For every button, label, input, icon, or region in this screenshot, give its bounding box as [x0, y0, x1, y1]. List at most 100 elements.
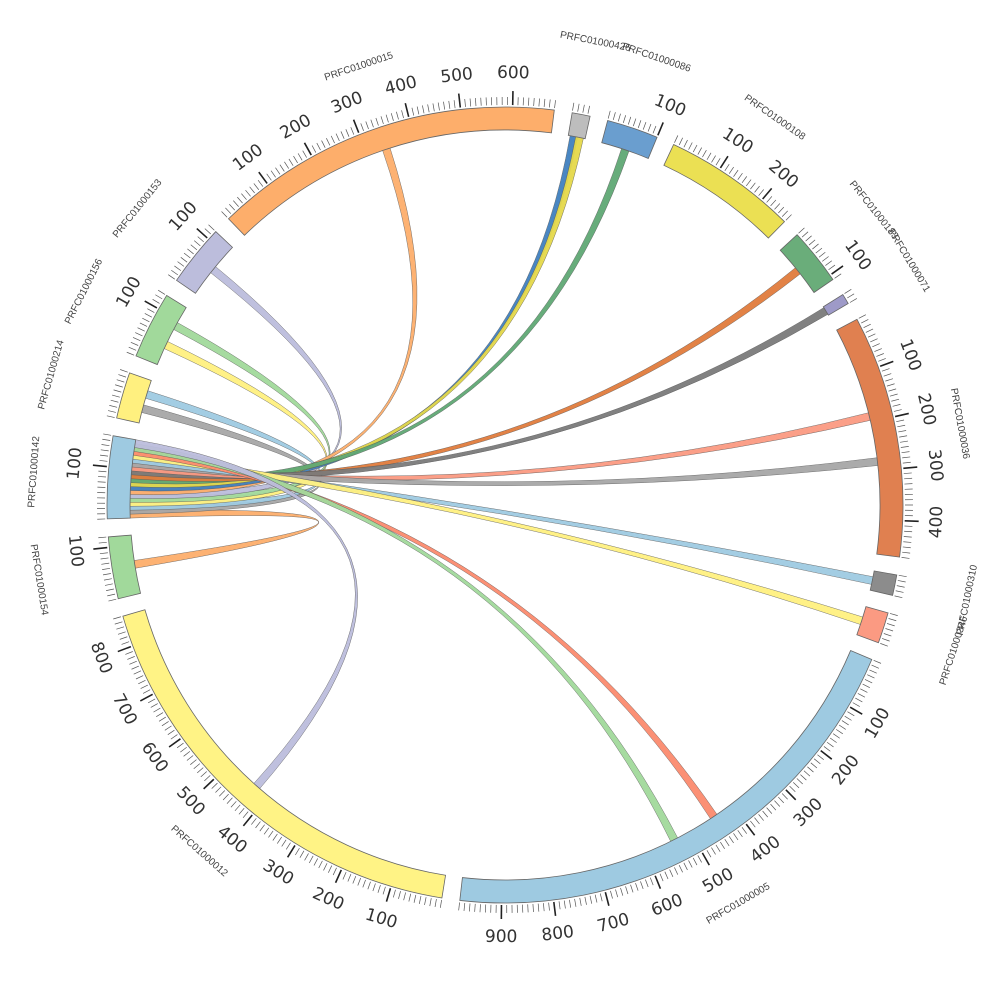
minor-tick [257, 179, 264, 187]
minor-tick [318, 860, 323, 869]
minor-tick [321, 140, 326, 148]
minor-tick [332, 867, 337, 876]
minor-tick [852, 702, 860, 707]
minor-tick [152, 299, 160, 304]
minor-tick [120, 369, 128, 373]
minor-tick [281, 839, 287, 847]
minor-tick [870, 338, 878, 343]
minor-tick [901, 557, 910, 559]
minor-tick [803, 770, 811, 777]
minor-tick [266, 173, 272, 181]
major-tick [334, 869, 343, 884]
link-ribbon [129, 509, 319, 569]
segment-arc-prfc01000015 [227, 106, 555, 236]
minor-tick [98, 541, 107, 544]
minor-tick [855, 697, 863, 703]
minor-tick [140, 684, 148, 689]
segment-arc-prfc01000310 [869, 570, 898, 596]
minor-tick [883, 633, 892, 637]
minor-tick [818, 251, 826, 258]
minor-tick [137, 327, 145, 332]
minor-tick [889, 393, 898, 397]
minor-tick [902, 551, 911, 554]
minor-tick [754, 817, 760, 825]
minor-tick [100, 557, 109, 560]
tick-label: 700 [595, 909, 631, 937]
tick-label: 100 [719, 124, 757, 158]
minor-tick [464, 98, 466, 107]
minor-tick [313, 858, 319, 866]
minor-tick [116, 379, 125, 383]
segment-arc-prfc01000153 [175, 231, 234, 294]
minor-tick [360, 123, 364, 131]
segment-name-prfc01000346: PRFC01000346 [938, 615, 971, 687]
minor-tick [108, 598, 117, 602]
tick-label: 100 [229, 140, 267, 175]
minor-tick [196, 767, 204, 774]
minor-tick [801, 231, 809, 238]
minor-tick [208, 224, 215, 231]
minor-tick [242, 811, 249, 819]
minor-tick [903, 536, 912, 538]
major-tick [654, 875, 662, 890]
minor-tick [793, 782, 800, 789]
minor-tick [229, 203, 235, 211]
minor-tick [335, 133, 340, 142]
minor-tick [276, 836, 283, 844]
minor-tick [275, 167, 281, 175]
minor-tick [142, 689, 151, 694]
minor-tick [844, 288, 852, 294]
minor-tick [711, 847, 716, 855]
minor-tick [901, 451, 910, 454]
tick-label: 100 [651, 90, 689, 121]
minor-tick [582, 104, 585, 113]
minor-tick [390, 113, 394, 121]
minor-tick [900, 446, 909, 448]
minor-tick [895, 590, 904, 593]
segment-arc-prfc01000346 [856, 606, 889, 644]
minor-tick [617, 113, 621, 122]
minor-tick [878, 358, 886, 362]
minor-tick [871, 664, 880, 669]
link-ribbon [130, 135, 579, 492]
minor-tick [350, 127, 355, 135]
minor-tick [183, 252, 191, 259]
minor-tick [293, 155, 298, 164]
segment-arc-prfc01000005 [459, 650, 873, 904]
minor-tick [896, 585, 905, 588]
minor-tick [697, 855, 702, 863]
minor-tick [170, 734, 178, 740]
minor-tick [132, 337, 141, 342]
minor-tick [101, 444, 110, 447]
major-tick [820, 749, 833, 760]
minor-tick [873, 659, 882, 664]
minor-tick [733, 169, 739, 177]
minor-tick [153, 707, 161, 713]
tick-label: 100 [840, 237, 875, 275]
tick-label: 800 [540, 922, 575, 946]
minor-tick [649, 877, 654, 886]
minor-tick [342, 871, 347, 880]
minor-tick [403, 892, 406, 901]
minor-tick [548, 99, 551, 108]
minor-tick [113, 616, 122, 620]
minor-tick [728, 166, 734, 174]
minor-tick [706, 850, 712, 858]
minor-tick [844, 715, 852, 721]
minor-tick [774, 800, 781, 807]
minor-tick [102, 567, 111, 570]
minor-tick [577, 103, 580, 112]
minor-tick [745, 179, 752, 187]
tick-label: 300 [328, 88, 366, 118]
minor-tick [458, 902, 460, 911]
minor-tick [126, 351, 135, 356]
segment-name-prfc01000154: PRFC01000154 [28, 543, 50, 616]
major-tick [553, 901, 557, 917]
minor-tick [800, 774, 807, 781]
minor-tick [880, 643, 888, 647]
minor-tick [674, 135, 679, 143]
minor-tick [135, 332, 143, 337]
minor-tick [114, 621, 123, 625]
segment-name-prfc01000086: PRFC01000086 [621, 41, 693, 75]
